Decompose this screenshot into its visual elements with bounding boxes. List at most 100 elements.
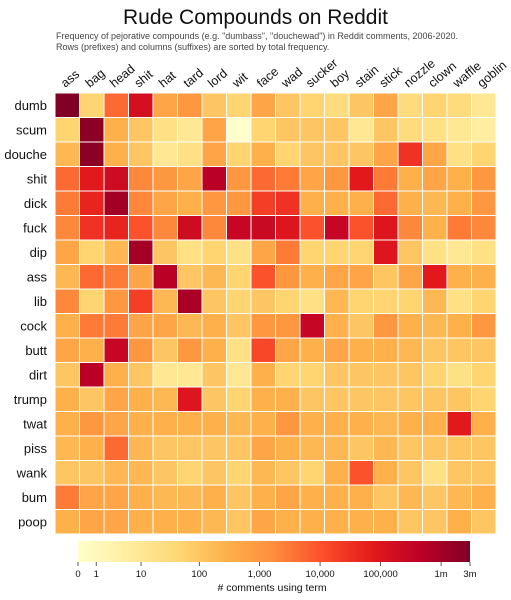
heatmap-cell-lib-goblin — [471, 288, 497, 314]
heatmap-cell-wank-hat — [152, 460, 178, 486]
heatmap-cell-cock-waffle — [446, 313, 472, 339]
heatmap-cell-shit-boy — [324, 166, 350, 192]
heatmap-cell-ass-face — [250, 264, 276, 290]
heatmap-cell-twat-hat — [152, 411, 178, 437]
heatmap-cell-shit-sucker — [299, 166, 325, 192]
heatmap-cell-poop-wad — [275, 509, 301, 535]
heatmap-cell-lib-lord — [201, 288, 227, 314]
heatmap-cell-poop-tard — [177, 509, 203, 535]
heatmap-cell-butt-face — [250, 337, 276, 363]
heatmap-cell-dick-tard — [177, 190, 203, 216]
heatmap-cell-douche-stick — [373, 141, 399, 167]
heatmap-cell-shit-goblin — [471, 166, 497, 192]
heatmap-cell-scum-wad — [275, 117, 301, 143]
heatmap-cell-wank-boy — [324, 460, 350, 486]
heatmap-cell-cock-tard — [177, 313, 203, 339]
heatmap-cell-wank-face — [250, 460, 276, 486]
heatmap-cell-piss-ass — [54, 435, 80, 461]
colorbar-title: # comments using term — [217, 582, 326, 594]
colorbar-tick-label-2: 10 — [136, 569, 147, 580]
heatmap-cell-lib-nozzle — [397, 288, 423, 314]
heatmap-cell-douche-wit — [226, 141, 252, 167]
heatmap-cell-butt-hat — [152, 337, 178, 363]
heatmap-cell-wank-lord — [201, 460, 227, 486]
heatmap-cell-poop-waffle — [446, 509, 472, 535]
heatmap-cell-trump-wit — [226, 386, 252, 412]
heatmap-cell-dip-goblin — [471, 239, 497, 265]
heatmap-cell-fuck-boy — [324, 215, 350, 241]
row-label-piss: piss — [24, 441, 48, 456]
heatmap-cell-poop-goblin — [471, 509, 497, 535]
heatmap-cell-piss-stain — [348, 435, 374, 461]
heatmap-cell-wank-wit — [226, 460, 252, 486]
heatmap-cell-poop-shit — [128, 509, 154, 535]
heatmap-cell-dumb-hat — [152, 92, 178, 118]
heatmap-cell-douche-waffle — [446, 141, 472, 167]
heatmap-cell-dip-shit — [128, 239, 154, 265]
heatmap-cell-piss-wad — [275, 435, 301, 461]
heatmap-cell-ass-head — [103, 264, 129, 290]
column-label-stick: stick — [377, 63, 406, 90]
column-label-ass: ass — [58, 67, 82, 90]
column-label-wit: wit — [229, 69, 251, 91]
heatmap-cell-dirt-ass — [54, 362, 80, 388]
heatmap-cell-ass-wit — [226, 264, 252, 290]
heatmap-cell-piss-tard — [177, 435, 203, 461]
colorbar-tick-label-5: 10,000 — [306, 569, 335, 580]
heatmap-cell-fuck-ass — [54, 215, 80, 241]
colorbar-tick-label-1: 1 — [94, 569, 99, 580]
heatmap-cell-lib-shit — [128, 288, 154, 314]
heatmap-cell-fuck-sucker — [299, 215, 325, 241]
heatmap-cell-wank-stick — [373, 460, 399, 486]
heatmap-cell-dumb-wad — [275, 92, 301, 118]
heatmap-cell-fuck-wad — [275, 215, 301, 241]
heatmap-cell-butt-clown — [422, 337, 448, 363]
row-label-douche: douche — [4, 147, 47, 162]
heatmap-cell-poop-clown — [422, 509, 448, 535]
heatmap-cell-twat-head — [103, 411, 129, 437]
row-label-dick: dick — [24, 196, 48, 211]
heatmap-cell-poop-wit — [226, 509, 252, 535]
heatmap-cell-fuck-head — [103, 215, 129, 241]
heatmap-cell-trump-wad — [275, 386, 301, 412]
heatmap-cell-bum-sucker — [299, 484, 325, 510]
heatmap-cell-butt-bag — [79, 337, 105, 363]
heatmap-cell-ass-sucker — [299, 264, 325, 290]
heatmap-cell-lib-wit — [226, 288, 252, 314]
heatmap-cell-fuck-waffle — [446, 215, 472, 241]
heatmap-cell-piss-goblin — [471, 435, 497, 461]
heatmap-cell-butt-waffle — [446, 337, 472, 363]
heatmap-cell-dumb-face — [250, 92, 276, 118]
heatmap-cell-ass-bag — [79, 264, 105, 290]
column-label-goblin: goblin — [475, 58, 510, 90]
heatmap-cell-dumb-wit — [226, 92, 252, 118]
heatmap-cell-lib-bag — [79, 288, 105, 314]
heatmap-cell-bum-clown — [422, 484, 448, 510]
heatmap-cell-dumb-sucker — [299, 92, 325, 118]
heatmap-cell-fuck-stain — [348, 215, 374, 241]
heatmap-cell-bum-wad — [275, 484, 301, 510]
heatmap-cell-dirt-waffle — [446, 362, 472, 388]
heatmap-cell-ass-stain — [348, 264, 374, 290]
heatmap-cell-dip-wad — [275, 239, 301, 265]
heatmap-cell-dip-head — [103, 239, 129, 265]
heatmap-cell-ass-boy — [324, 264, 350, 290]
heatmap-cell-poop-hat — [152, 509, 178, 535]
heatmap-cell-cock-sucker — [299, 313, 325, 339]
heatmap-cell-piss-boy — [324, 435, 350, 461]
heatmap-cell-dip-lord — [201, 239, 227, 265]
heatmap-cell-trump-clown — [422, 386, 448, 412]
heatmap-cell-lib-hat — [152, 288, 178, 314]
heatmap-cell-piss-head — [103, 435, 129, 461]
heatmap-cell-cock-shit — [128, 313, 154, 339]
heatmap-cell-dip-tard — [177, 239, 203, 265]
heatmap-cell-dick-sucker — [299, 190, 325, 216]
colorbar-tick-label-6: 100,000 — [363, 569, 397, 580]
heatmap-cell-wank-sucker — [299, 460, 325, 486]
heatmap-cell-piss-waffle — [446, 435, 472, 461]
heatmap-cell-dumb-shit — [128, 92, 154, 118]
heatmap-cell-dip-stick — [373, 239, 399, 265]
heatmap-cell-wank-goblin — [471, 460, 497, 486]
heatmap-cell-cock-bag — [79, 313, 105, 339]
